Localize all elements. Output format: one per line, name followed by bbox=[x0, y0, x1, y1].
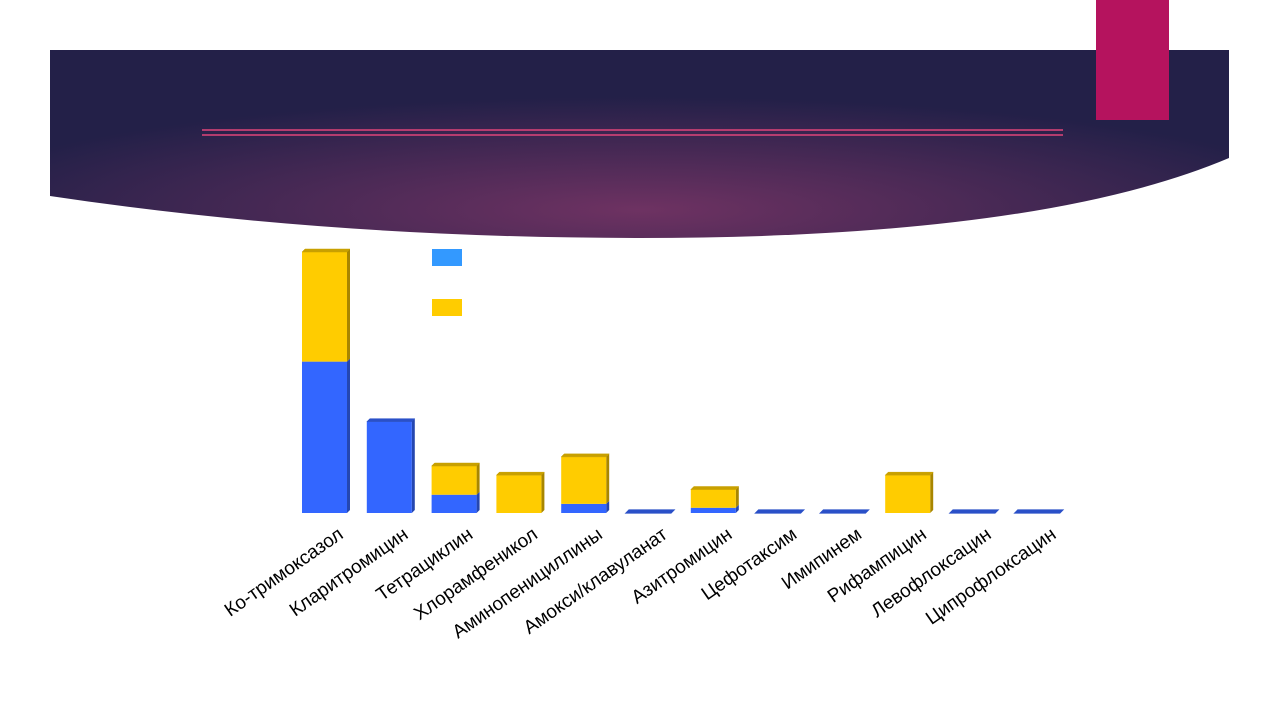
bar-segment bbox=[431, 466, 477, 495]
bar-top bbox=[884, 471, 934, 476]
x-axis-labels: Ко-тримоксазолКларитромицинТетрациклинХл… bbox=[221, 524, 1060, 643]
bar-top bbox=[560, 453, 610, 458]
bar-segment-side bbox=[606, 500, 610, 513]
legend-swatch bbox=[432, 249, 462, 266]
bar-top bbox=[301, 248, 351, 253]
bar-segment-side bbox=[347, 249, 350, 362]
bar-segment bbox=[302, 361, 347, 513]
bar-segment-side bbox=[476, 491, 480, 513]
accent-block bbox=[1096, 0, 1169, 120]
bar-segment-side bbox=[411, 418, 415, 513]
x-tick-label: Ко-тримоксазол bbox=[221, 524, 347, 621]
bar-segment bbox=[561, 503, 607, 513]
bar-top bbox=[495, 471, 546, 476]
bar-segment-side bbox=[541, 472, 545, 513]
bar-segment bbox=[431, 494, 477, 513]
bar-segment bbox=[690, 489, 736, 508]
legend-swatch bbox=[432, 299, 462, 316]
bar-top bbox=[1013, 509, 1065, 514]
bar-top bbox=[948, 509, 1000, 514]
bar-segment-side bbox=[347, 358, 350, 513]
bar-segment-side bbox=[476, 463, 480, 495]
x-tick-label: Кларитромицин bbox=[286, 524, 412, 621]
bar-top bbox=[366, 418, 416, 422]
banner-shape bbox=[50, 50, 1229, 238]
bar-segment bbox=[561, 456, 607, 504]
bar-top bbox=[430, 462, 481, 467]
bar-top bbox=[624, 509, 676, 514]
bar-segment bbox=[366, 421, 412, 513]
bar-segment-side bbox=[606, 453, 610, 504]
bar-segment bbox=[302, 252, 347, 362]
bar-segment bbox=[496, 475, 542, 513]
bar-segment bbox=[885, 475, 931, 513]
bar-segment bbox=[690, 507, 736, 513]
bar-segment-side bbox=[735, 486, 739, 508]
title-banner bbox=[50, 50, 1229, 238]
bar-segment-side bbox=[735, 504, 739, 513]
bar-top bbox=[690, 486, 740, 490]
bar-top bbox=[754, 509, 806, 514]
chart-bars bbox=[301, 248, 1065, 514]
bar-segment-side bbox=[930, 472, 934, 513]
bar-top bbox=[818, 509, 870, 514]
chart-legend bbox=[432, 249, 462, 316]
